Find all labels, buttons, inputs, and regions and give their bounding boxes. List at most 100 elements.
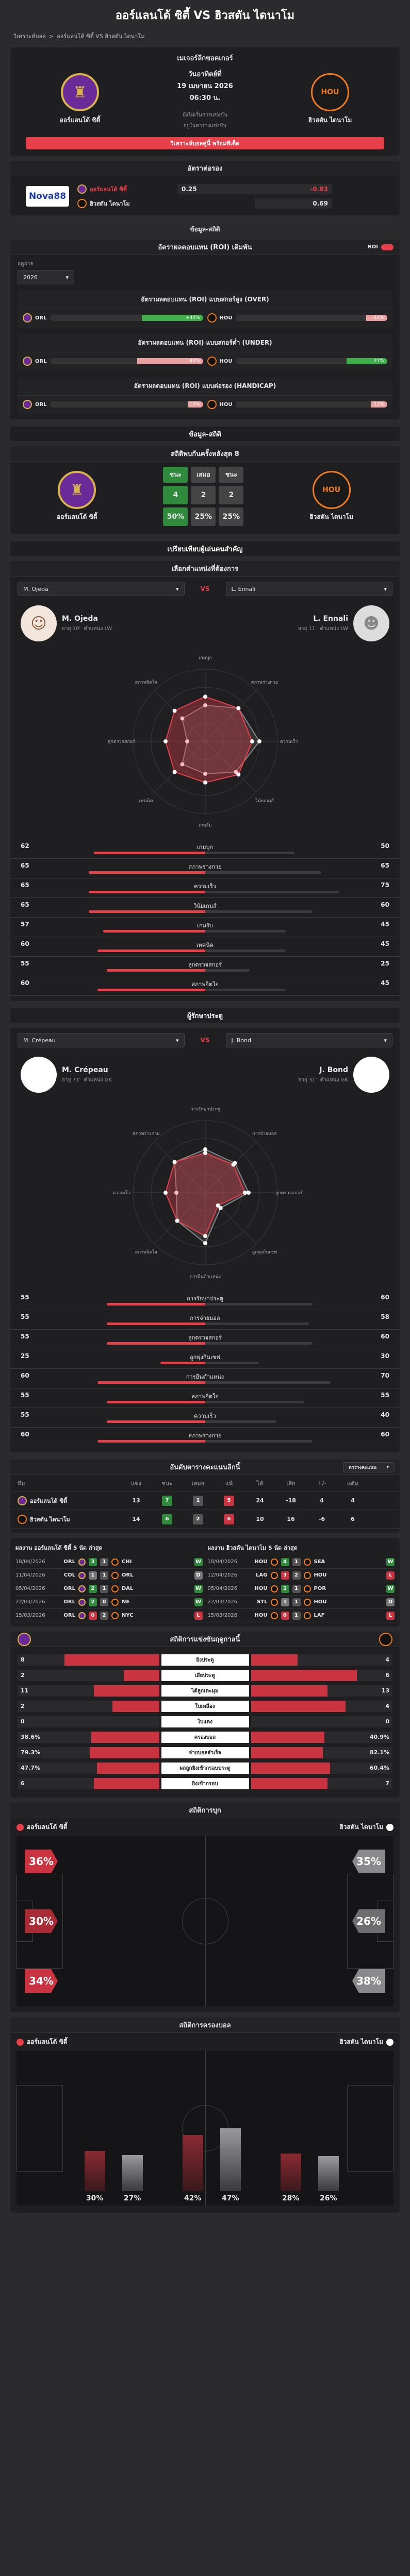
radar-axis-label: การจ่ายบอล [252, 1131, 277, 1137]
season-home-bar [123, 1670, 159, 1681]
standings-filter[interactable]: ตารางคะแนน ▾ [343, 1462, 395, 1472]
away-team-name[interactable]: ฮิวสตัน ไดนาโม [308, 116, 352, 124]
form-team-b: HOU [314, 1572, 327, 1578]
gk-stats-list: 55 การรักษาประตู 60 55 การจ่ายบอล 58 55 ลูกตรวจ… [10, 1291, 400, 1447]
season-away-value: 60.4% [369, 1765, 389, 1771]
form-match-row[interactable]: 15/03/2026 HOU 0 1 LAF L [207, 1609, 395, 1622]
h2h-section-label: ข้อมูล-สถิติ [10, 427, 400, 441]
radar-away-point [233, 770, 238, 774]
stat-away-value: 58 [381, 1313, 389, 1320]
form-score-b: 0 [100, 1598, 108, 1606]
match-date: 19 เมษายน 2026 [177, 82, 233, 90]
radar-axis-label: การรักษาประตู [190, 1107, 220, 1112]
standings-gf: 24 [256, 1497, 264, 1504]
odds-home-crest [77, 184, 87, 194]
roi-toggle[interactable] [381, 244, 393, 250]
home-player-age: อายุ 10' [62, 625, 81, 632]
stat-home-bar [88, 891, 205, 893]
form-crest [270, 1558, 278, 1566]
away-player-select[interactable]: L. Ennali ▾ [225, 582, 392, 596]
season-select[interactable]: 2026 ▾ [18, 270, 74, 284]
roi-home-value: -10% [188, 402, 200, 407]
form-score-a: 2 [89, 1584, 97, 1593]
form-score-a: 1 [89, 1571, 97, 1580]
form-match-row[interactable]: 22/03/2026 ORL 2 0 NE W [15, 1596, 203, 1609]
possession-away-bar [220, 2128, 241, 2191]
stat-home-bar [88, 871, 205, 874]
home-gk-select[interactable]: M. Crépeau ▾ [18, 1033, 185, 1047]
form-match-row[interactable]: 18/04/2026 ORL 3 1 CHI W [15, 1555, 203, 1569]
form-crest [303, 1598, 311, 1606]
away-gk-select[interactable]: J. Bond ▾ [225, 1033, 392, 1047]
standings-p: 13 [132, 1497, 140, 1504]
standings-gd: -6 [318, 1516, 325, 1522]
form-match-row[interactable]: 05/04/2026 HOU 2 1 POR W [207, 1582, 395, 1596]
stat-away-value: 60 [381, 1431, 389, 1438]
radar-axis-label: เกมบุก [199, 656, 212, 661]
roi-title: อัตราผลตอบแทน (ROI) เดิมพัน ROI [10, 240, 400, 255]
h2h-win-count: 4 [163, 486, 188, 504]
home-player-select[interactable]: M. Ojeda ▾ [18, 582, 185, 596]
season-home-bar [96, 1762, 159, 1774]
home-team-crest: ♜ [61, 73, 99, 111]
season-stat-label: จ่ายบอลสำเร็จ [161, 1747, 249, 1758]
odds-away-price[interactable]: 0.69 [255, 198, 332, 209]
radar-axis-label: การยืนตำแหน่ง [190, 1274, 221, 1279]
stat-away-value: 60 [381, 1294, 389, 1301]
analysis-cta-button[interactable]: วิเคราะห์บอลคู่นี้ พร้อมทีเด็ด [26, 137, 384, 149]
season-away-crest [379, 1632, 392, 1646]
stat-home-value: 55 [21, 1411, 29, 1418]
stat-home-bar [94, 852, 205, 854]
season-stat-row: 38.6% ครองบอล 40.9% [10, 1730, 400, 1745]
form-match-row[interactable]: 05/04/2026 ORL 2 1 DAL W [15, 1582, 203, 1596]
form-match-row[interactable]: 22/03/2026 STL 1 1 HOU D [207, 1596, 395, 1609]
standings-team-crest [18, 1496, 27, 1505]
odds-home-price[interactable]: -0.83 [255, 184, 332, 194]
form-team-a: COL [63, 1572, 75, 1578]
form-match-row[interactable]: 12/04/2026 LAG 3 2 HOU L [207, 1569, 395, 1582]
roi-home-crest [23, 400, 32, 409]
roi-away-value: -14% [372, 315, 384, 320]
match-time: 06:30 น. [189, 94, 221, 102]
stat-label: ลูกตรวจสกอร์ [188, 1334, 222, 1341]
away-form-title: ผลงาน ฮิวสตัน ไดนาโม 5 นัด ล่าสุด [207, 1545, 298, 1551]
season-home-bar [94, 1685, 159, 1697]
season-home-bar [112, 1701, 159, 1712]
form-match-row[interactable]: 11/04/2026 COL 1 1 ORL D [15, 1569, 203, 1582]
bookmaker-logo[interactable]: Nova88 [26, 186, 69, 207]
stat-label: ลูกพุ่งกินเซฟ [189, 1354, 221, 1361]
stat-away-bar [205, 930, 286, 933]
form-team-b: SEA [314, 1559, 325, 1565]
stats-label: ข้อมูล-สถิติ [190, 226, 220, 233]
h2h-draw-label: เสมอ [191, 467, 216, 483]
standings-col-header: เสีย [286, 1480, 296, 1487]
stat-away-value: 45 [381, 979, 389, 987]
stat-home-value: 60 [21, 1431, 29, 1438]
radar-home-point [242, 1191, 247, 1195]
stat-away-value: 30 [381, 1352, 389, 1360]
form-match-row[interactable]: 18/04/2026 HOU 4 1 SEA W [207, 1555, 395, 1569]
standings-row[interactable]: ฮิวสตัน ไดนาโม 14 6 2 6 10 16 -6 6 [10, 1510, 400, 1529]
season-home-value: 6 [21, 1780, 25, 1787]
form-score-b: 1 [100, 1584, 108, 1593]
stat-away-bar [205, 1401, 304, 1403]
stat-home-value: 60 [21, 1372, 29, 1379]
standings-ga: -18 [286, 1497, 296, 1504]
possession-away-value: 47% [221, 2194, 239, 2202]
form-date: 05/04/2026 [207, 1586, 238, 1591]
possession-away-bar [122, 2155, 143, 2191]
form-result: W [194, 1584, 203, 1593]
stat-label: การจ่ายบอล [190, 1315, 220, 1321]
form-team-a: ORL [63, 1586, 75, 1591]
form-section: ผลงาน ออร์แลนโด้ ซิตี้ 5 นัด ล่าสุด 18/0… [10, 1538, 400, 1626]
stat-away-bar [205, 1362, 259, 1364]
standings-row[interactable]: ออร์แลนโด้ ซิตี้ 13 7 1 5 24 -18 4 4 [10, 1492, 400, 1510]
home-dot-icon [17, 2038, 24, 2046]
form-match-row[interactable]: 15/03/2026 ORL 0 2 NYC L [15, 1609, 203, 1622]
roi-block-title: อัตราผลตอบแทน (ROI) แบบสกอร์ต่ำ (UNDER) [18, 334, 392, 352]
home-team-name[interactable]: ออร์แลนโด้ ซิตี้ [59, 116, 101, 124]
roi-home-value: -43% [188, 359, 200, 364]
breadcrumb-home[interactable]: วิเคราะห์บอล [13, 33, 46, 40]
season-away-value: 4 [385, 1703, 389, 1709]
stat-line: 55 ลูกตรวจสกอร์ 60 [10, 1330, 400, 1349]
